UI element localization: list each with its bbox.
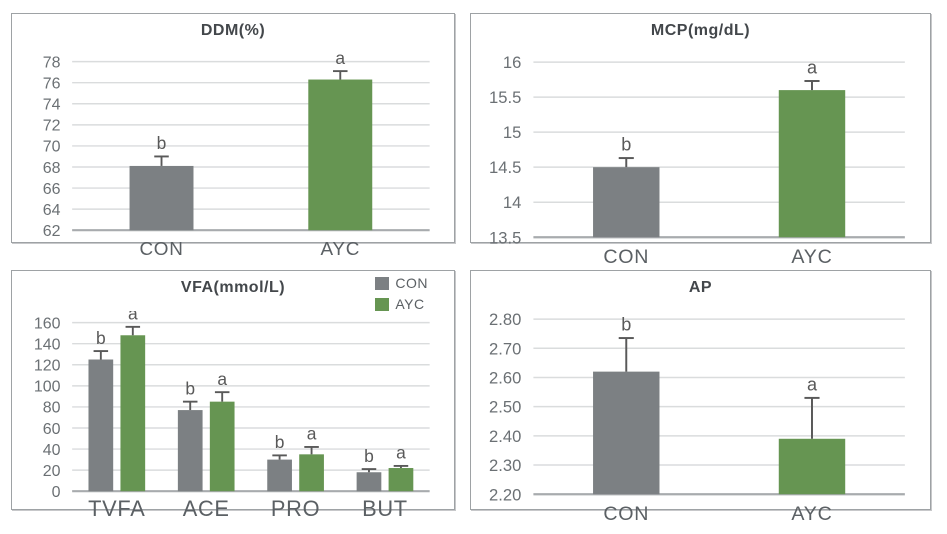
category-label: PRO <box>271 496 320 521</box>
y-tick-label: 2.60 <box>489 369 521 388</box>
panel-mcp: MCP(mg/dL) 16 15.5 15 14.5 14 13.5 b CON a AYC <box>470 13 931 268</box>
sig-letter: a <box>217 369 227 389</box>
chart-ddm: 78 76 74 72 70 68 66 64 62 b CON a AYC <box>43 50 430 260</box>
bar-ayc-ayc <box>778 438 846 495</box>
y-tick-label: 20 <box>43 463 61 480</box>
y-tick-label: 60 <box>43 421 61 438</box>
category-label: CON <box>603 503 649 525</box>
bar-ayc-ayc <box>308 79 373 231</box>
category-label: CON <box>603 246 649 268</box>
y-tick-label: 16 <box>503 53 521 72</box>
legend-item-con: CON <box>375 275 428 291</box>
chart-title-vfa: VFA(mmol/L) <box>180 279 286 296</box>
bar-con-con <box>593 167 660 238</box>
y-tick-label: 70 <box>43 139 61 156</box>
y-tick-label: 14 <box>503 193 521 212</box>
chart-vfa: 160 140 120 100 80 60 40 20 0 b a TVFA b a ACE b a PRO b a B… <box>34 311 430 521</box>
sig-letter: a <box>307 424 317 444</box>
bar-con-pro <box>267 459 292 492</box>
panel-ddm: DDM(%) 78 76 74 72 70 68 66 64 62 b CON a AYC <box>11 13 455 260</box>
y-tick-label: 0 <box>52 484 61 501</box>
category-label: ACE <box>183 496 230 521</box>
bar-con-ace <box>177 410 203 492</box>
y-tick-label: 78 <box>43 54 61 71</box>
y-tick-label: 13.5 <box>489 228 521 247</box>
y-tick-label: 2.40 <box>489 427 521 446</box>
sig-letter: b <box>621 315 631 335</box>
y-tick-label: 160 <box>34 315 61 332</box>
sig-letter: b <box>185 378 195 398</box>
legend-label-con: CON <box>395 275 428 291</box>
panel-vfa: VFA(mmol/L) CON AYC 160 140 120 100 80 60 40 20… <box>11 270 455 521</box>
sig-letter: a <box>335 50 345 68</box>
bar-con-con <box>593 371 660 495</box>
y-tick-label: 2.30 <box>489 456 521 475</box>
sig-letter: a <box>396 443 406 463</box>
bar-ayc-but <box>388 468 414 492</box>
y-tick-label: 2.20 <box>489 485 521 504</box>
y-tick-label: 2.80 <box>489 310 521 329</box>
y-tick-label: 40 <box>43 442 61 459</box>
category-label: AYC <box>791 503 832 525</box>
chart-title-mcp: MCP(mg/dL) <box>650 22 751 39</box>
panel-ap: AP 2.80 2.70 2.60 2.50 2.40 2.30 2.20 b CON a AYC <box>470 270 931 525</box>
category-label: BUT <box>362 496 408 521</box>
sig-letter: b <box>157 133 167 153</box>
category-label: CON <box>139 239 183 260</box>
y-tick-label: 68 <box>43 160 61 177</box>
sig-letter: a <box>807 374 818 394</box>
y-tick-label: 66 <box>43 181 61 198</box>
bar-con-but <box>356 472 382 492</box>
bar-ayc-ace <box>209 401 235 492</box>
y-tick-label: 14.5 <box>489 158 521 177</box>
chart-title-ddm: DDM(%) <box>200 22 266 39</box>
category-label: TVFA <box>88 496 145 521</box>
chart-mcp: 16 15.5 15 14.5 14 13.5 b CON a AYC <box>489 53 905 268</box>
figure-grid: DDM(%) 78 76 74 72 70 68 66 64 62 b CON a AYC MCP(mg… <box>11 13 931 525</box>
y-tick-label: 2.50 <box>489 398 521 417</box>
bar-ayc-tvfa <box>120 335 146 492</box>
legend-swatch-ayc <box>375 297 390 311</box>
sig-letter: b <box>275 432 285 452</box>
y-tick-label: 76 <box>43 76 61 93</box>
legend: CON AYC <box>375 275 428 312</box>
legend-item-ayc: AYC <box>375 296 428 312</box>
sig-letter: b <box>621 135 631 155</box>
bar-con-tvfa <box>88 359 114 492</box>
sig-letter: b <box>96 328 106 348</box>
bar-ayc-ayc <box>778 90 846 238</box>
sig-letter: a <box>807 57 818 77</box>
category-label: AYC <box>791 246 832 268</box>
y-tick-label: 72 <box>43 118 61 135</box>
sig-letter: b <box>364 446 374 466</box>
y-tick-label: 15.5 <box>489 88 521 107</box>
y-tick-label: 140 <box>34 337 61 354</box>
legend-label-ayc: AYC <box>395 296 425 312</box>
y-tick-label: 100 <box>34 379 61 396</box>
category-label: AYC <box>320 239 360 260</box>
y-tick-label: 62 <box>43 223 61 240</box>
chart-title-ap: AP <box>688 279 713 296</box>
y-tick-label: 15 <box>503 123 521 142</box>
bar-con-con <box>129 165 194 231</box>
y-tick-label: 64 <box>43 202 61 219</box>
y-tick-label: 2.70 <box>489 339 521 358</box>
y-tick-label: 74 <box>43 97 61 114</box>
sig-letter: a <box>128 311 138 324</box>
y-tick-label: 80 <box>43 400 61 417</box>
bar-ayc-pro <box>299 454 324 492</box>
y-tick-label: 120 <box>34 358 61 375</box>
legend-swatch-con <box>375 276 390 290</box>
chart-ap: 2.80 2.70 2.60 2.50 2.40 2.30 2.20 b CON a AYC <box>489 310 905 525</box>
